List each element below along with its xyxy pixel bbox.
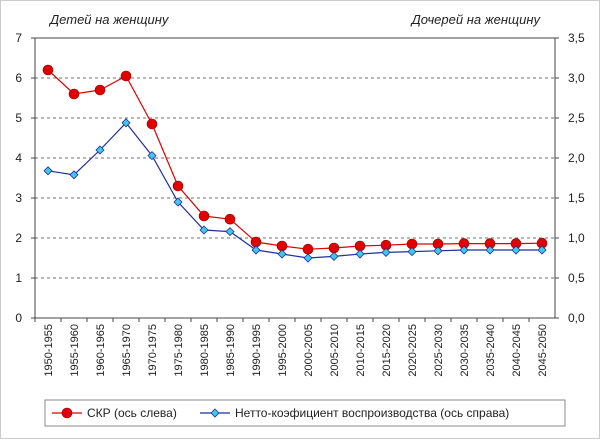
x-tick-label: 1955-1960 [69, 324, 81, 377]
point [511, 245, 521, 255]
point [537, 245, 547, 255]
y-tick-label: 2 [15, 231, 22, 245]
y-tick-label: 1 [15, 271, 22, 285]
point [485, 245, 495, 255]
point [68, 88, 80, 100]
x-tick-label: 1985-1990 [225, 324, 237, 377]
point [225, 227, 235, 237]
x-tick-label: 2035-2040 [485, 324, 497, 377]
point [94, 84, 106, 96]
y2-tick-label: 3,0 [568, 71, 585, 85]
x-tick-label: 2020-2025 [407, 324, 419, 377]
x-tick-label: 2030-2035 [459, 324, 471, 377]
y-tick-label: 5 [15, 111, 22, 125]
y-tick-label: 6 [15, 71, 22, 85]
y-tick-label: 4 [15, 151, 22, 165]
point [172, 180, 184, 192]
y2-tick-label: 2,5 [568, 111, 585, 125]
point [303, 253, 313, 263]
x-tick-label: 2010-2015 [355, 324, 367, 377]
y-axis-title: Детей на женщину [48, 12, 170, 27]
x-tick-label: 2000-2005 [303, 324, 315, 377]
legend-box [44, 399, 566, 427]
x-tick-label: 2045-2050 [537, 324, 549, 377]
y2-tick-label: 2,0 [568, 151, 585, 165]
x-tick-label: 2015-2020 [381, 324, 393, 377]
point [459, 245, 469, 255]
point [42, 64, 54, 76]
point [121, 118, 131, 128]
point [95, 145, 105, 155]
point [147, 151, 157, 161]
point [210, 408, 220, 418]
point [198, 210, 210, 222]
point [355, 249, 365, 259]
point [120, 70, 132, 82]
y2-tick-label: 1,0 [568, 231, 585, 245]
point [277, 249, 287, 259]
point [302, 243, 314, 255]
point [173, 197, 183, 207]
x-tick-label: 1980-1985 [199, 324, 211, 377]
point [328, 242, 340, 254]
x-tick-label: 2040-2045 [511, 324, 523, 377]
y-tick-label: 3 [15, 191, 22, 205]
point [43, 166, 53, 176]
x-tick-label: 2025-2030 [433, 324, 445, 377]
y-tick-label: 7 [15, 31, 22, 45]
y2-axis-title: Дочерей на женщину [410, 12, 542, 27]
y2-tick-label: 1,5 [568, 191, 585, 205]
point [61, 407, 73, 419]
x-tick-label: 1950-1955 [43, 324, 55, 377]
point [329, 251, 339, 261]
x-tick-label: 1970-1975 [147, 324, 159, 377]
x-tick-label: 1975-1980 [173, 324, 185, 377]
point [224, 213, 236, 225]
x-tick-label: 1965-1970 [121, 324, 133, 377]
point [146, 118, 158, 130]
x-tick-label: 1960-1965 [95, 324, 107, 377]
x-tick-label: 2005-2010 [329, 324, 341, 377]
point [199, 225, 209, 235]
point [407, 247, 417, 257]
y2-tick-label: 0,0 [568, 311, 585, 325]
legend-label: Нетто-коэфициент воспроизводства (ось сп… [235, 406, 509, 420]
x-tick-label: 1995-2000 [277, 324, 289, 377]
y2-tick-label: 3,5 [568, 31, 585, 45]
y-tick-label: 0 [15, 311, 22, 325]
point [381, 247, 391, 257]
legend-label: СКР (ось слева) [87, 406, 177, 420]
y2-tick-label: 0,5 [568, 271, 585, 285]
point [69, 170, 79, 180]
point [251, 245, 261, 255]
x-tick-label: 1990-1995 [251, 324, 263, 377]
point [433, 246, 443, 256]
